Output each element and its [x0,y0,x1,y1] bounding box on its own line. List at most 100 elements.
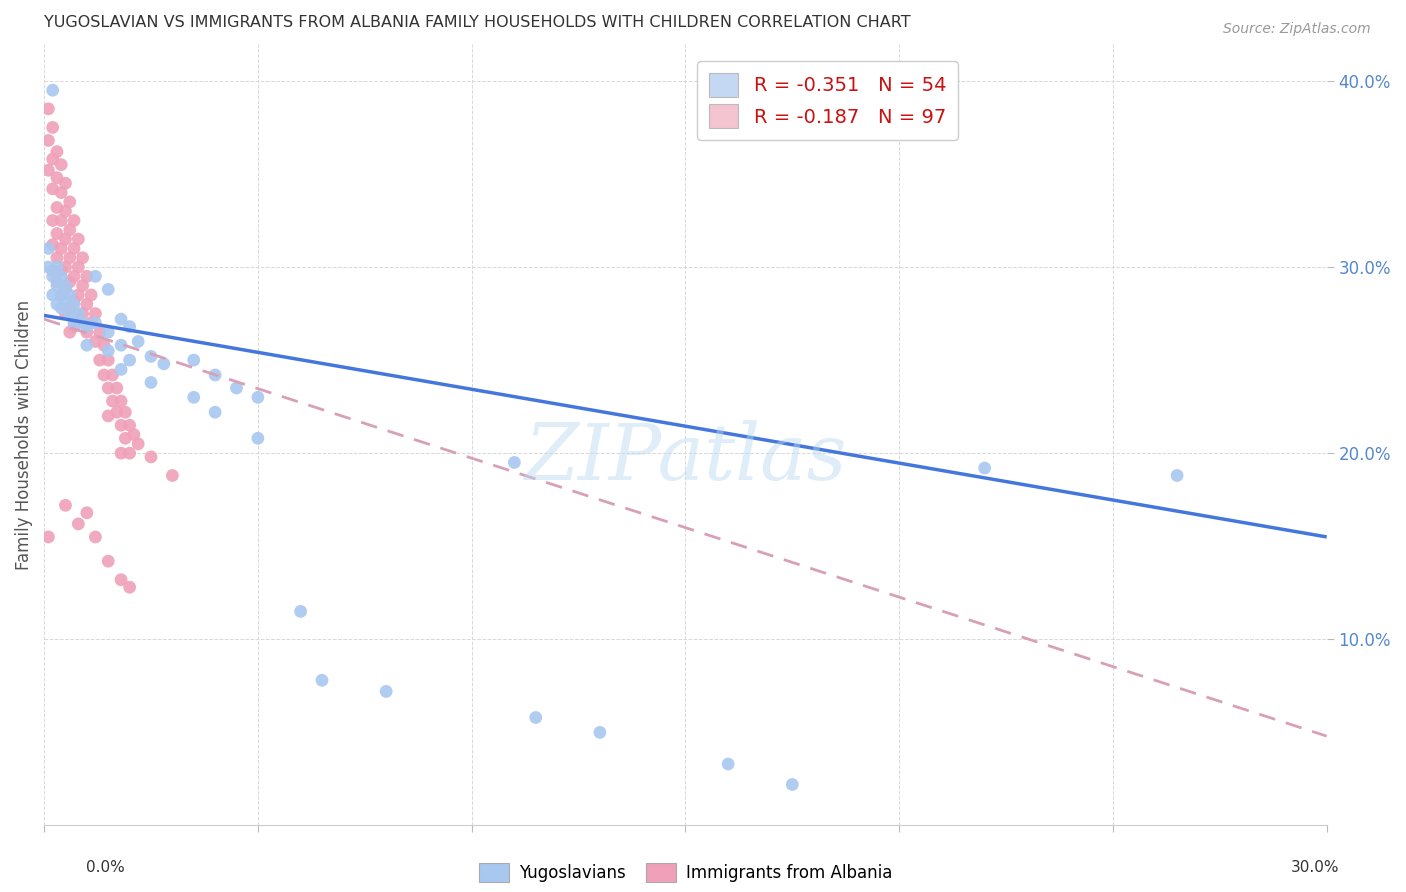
Point [101,394,124,409]
Point [63,319,86,334]
Point [114,405,136,419]
Point [84,269,107,284]
Point [76,269,98,284]
Point [67,260,90,274]
Point [127,334,149,349]
Legend: R = -0.351   N = 54, R = -0.187   N = 97: R = -0.351 N = 54, R = -0.187 N = 97 [697,62,957,140]
Point [41,83,63,97]
Point [67,312,90,326]
Point [110,573,132,587]
Point [97,325,120,339]
Point [114,431,136,445]
Point [84,530,107,544]
Point [41,120,63,135]
Point [76,319,98,334]
Point [55,282,77,296]
Point [89,325,111,339]
Point [1166,468,1188,483]
Point [63,213,86,227]
Point [183,353,205,368]
Point [139,450,162,464]
Point [127,437,149,451]
Point [45,201,67,215]
Point [37,133,59,147]
Point [45,260,67,274]
Point [59,194,82,209]
Point [67,232,90,246]
Point [84,307,107,321]
Point [37,163,59,178]
Point [41,152,63,166]
Point [67,288,90,302]
Point [63,293,86,308]
Point [97,353,120,368]
Point [55,204,77,219]
Point [153,357,176,371]
Point [110,338,132,352]
Point [59,275,82,289]
Point [139,376,162,390]
Point [110,312,132,326]
Point [97,343,120,358]
Point [41,182,63,196]
Point [589,725,612,739]
Point [89,353,111,368]
Point [37,260,59,274]
Point [67,516,90,531]
Point [63,269,86,284]
Point [246,390,269,404]
Point [45,145,67,159]
Point [97,409,120,423]
Point [37,102,59,116]
Point [80,316,103,330]
Point [76,506,98,520]
Point [76,325,98,339]
Point [118,446,141,460]
Point [782,777,804,791]
Point [118,418,141,433]
Point [524,710,547,724]
Point [45,227,67,241]
Point [110,418,132,433]
Point [59,301,82,315]
Point [55,278,77,293]
Point [118,319,141,334]
Point [51,186,73,200]
Point [51,301,73,315]
Point [162,468,184,483]
Point [503,455,526,469]
Point [72,316,94,330]
Point [45,275,67,289]
Point [72,251,94,265]
Point [110,446,132,460]
Point [41,237,63,252]
Point [59,223,82,237]
Point [63,241,86,255]
Point [311,673,333,688]
Text: YUGOSLAVIAN VS IMMIGRANTS FROM ALBANIA FAMILY HOUSEHOLDS WITH CHILDREN CORRELATI: YUGOSLAVIAN VS IMMIGRANTS FROM ALBANIA F… [44,15,911,30]
Point [93,368,115,382]
Point [122,427,145,442]
Point [139,350,162,364]
Point [51,241,73,255]
Point [51,269,73,284]
Point [97,381,120,395]
Point [204,405,226,419]
Point [375,684,398,698]
Point [84,334,107,349]
Point [41,269,63,284]
Point [80,288,103,302]
Point [37,530,59,544]
Point [105,405,128,419]
Point [97,554,120,568]
Point [72,307,94,321]
Text: ZIPatlas: ZIPatlas [524,420,846,496]
Point [59,325,82,339]
Point [118,353,141,368]
Point [41,264,63,278]
Point [183,390,205,404]
Point [290,604,312,618]
Text: 30.0%: 30.0% [1291,860,1339,874]
Text: 0.0%: 0.0% [86,860,125,874]
Point [204,368,226,382]
